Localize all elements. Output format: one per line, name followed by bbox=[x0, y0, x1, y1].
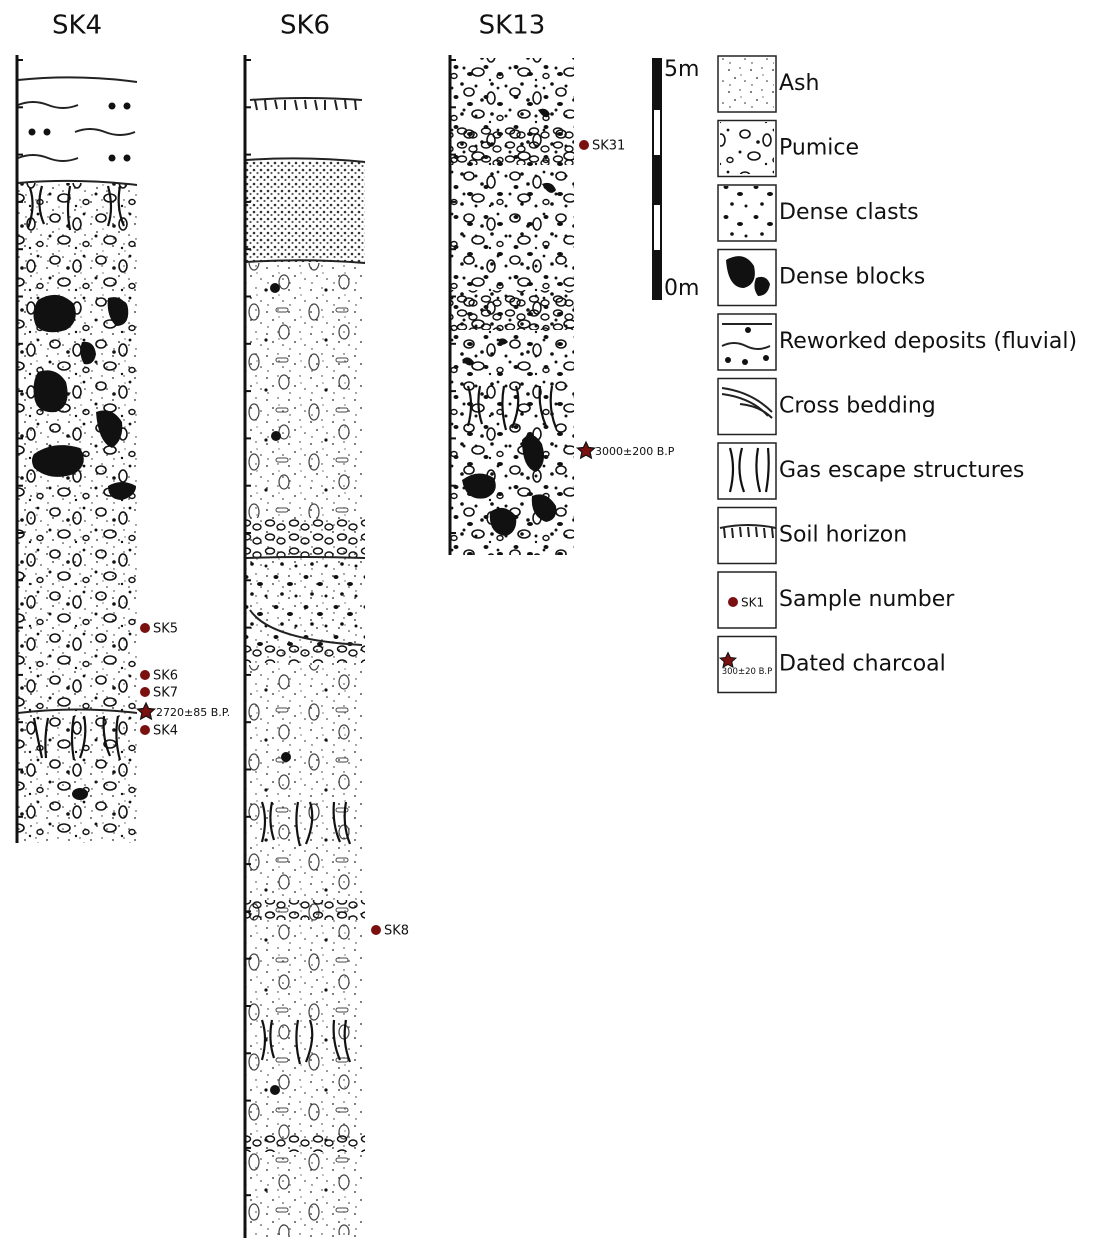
legend-label: Ash bbox=[779, 71, 819, 96]
dense-clast bbox=[271, 431, 281, 441]
legend-label: Soil horizon bbox=[779, 523, 907, 548]
charcoal-star bbox=[577, 442, 594, 458]
column-title: SK13 bbox=[479, 11, 546, 41]
legend-label: Sample number bbox=[779, 587, 955, 612]
legend-label: Dated charcoal bbox=[779, 652, 946, 677]
legend-item: 300±20 B.P Dated charcoal bbox=[718, 637, 946, 693]
dot bbox=[124, 155, 131, 162]
charcoal-star bbox=[137, 703, 154, 719]
legend-label: Dense clasts bbox=[779, 200, 919, 225]
icon-fill bbox=[720, 58, 774, 110]
column-title: SK6 bbox=[280, 11, 330, 41]
legend-item: SK1 Sample number bbox=[718, 572, 955, 628]
legend-item: Ash bbox=[718, 56, 819, 112]
legend-item: Dense blocks bbox=[718, 250, 925, 306]
dot bbox=[29, 129, 36, 136]
legend-item: Cross bedding bbox=[718, 379, 936, 435]
legend-label: Reworked deposits (fluvial) bbox=[779, 329, 1077, 354]
legend-item: Reworked deposits (fluvial) bbox=[718, 314, 1077, 370]
scale-top-label: 5m bbox=[664, 57, 699, 82]
icon-dot bbox=[742, 359, 748, 365]
soil-ticks bbox=[255, 100, 356, 110]
legend-item: Pumice bbox=[718, 121, 859, 177]
icon-dot bbox=[745, 327, 751, 333]
sample-dot bbox=[140, 687, 150, 697]
scale-bar-segment bbox=[654, 110, 660, 155]
legend-item: Soil horizon bbox=[718, 508, 907, 564]
dot bbox=[109, 103, 116, 110]
legend-item: Gas escape structures bbox=[718, 443, 1024, 499]
scale-bar: 5m 0m bbox=[652, 57, 699, 301]
legend-label: Dense blocks bbox=[779, 265, 925, 290]
scale-bar-body bbox=[652, 58, 662, 300]
sample-dot bbox=[579, 140, 589, 150]
pumice-bed bbox=[246, 1134, 365, 1152]
legend-label: Pumice bbox=[779, 136, 859, 161]
dot bbox=[124, 103, 131, 110]
column-title: SK4 bbox=[52, 11, 102, 41]
date-label: 3000±200 B.P bbox=[595, 445, 675, 458]
icon-fill bbox=[720, 186, 774, 238]
pumice-bed bbox=[246, 518, 365, 558]
pumice-bed bbox=[246, 900, 365, 920]
dense-block bbox=[72, 788, 88, 800]
date-label: 2720±85 B.P. bbox=[156, 706, 230, 719]
sample-dot bbox=[140, 623, 150, 633]
icon-dot bbox=[763, 355, 769, 361]
samples: SK5 SK6 SK7 2720±85 B.P. SK4 SK8 SK31 30… bbox=[137, 139, 674, 939]
pumice-bed bbox=[246, 645, 365, 663]
legend-label: Gas escape structures bbox=[779, 458, 1024, 483]
pumice-bed bbox=[451, 125, 574, 165]
dense-clast bbox=[270, 1085, 280, 1095]
soil-horizon bbox=[250, 98, 362, 100]
icon-dot bbox=[725, 357, 731, 363]
pumice-bed bbox=[451, 290, 574, 330]
icon-fill bbox=[720, 122, 774, 174]
legend-item: Dense clasts bbox=[718, 185, 919, 241]
clast-layer bbox=[246, 560, 365, 650]
sample-dot bbox=[371, 925, 381, 935]
pumice-layer bbox=[246, 263, 365, 518]
column-sk6 bbox=[246, 98, 365, 1238]
sample-label: SK5 bbox=[153, 622, 178, 637]
sample-label: SK8 bbox=[384, 924, 409, 939]
dot bbox=[109, 155, 116, 162]
sample-label: SK7 bbox=[153, 686, 178, 701]
scale-bar-segment bbox=[654, 205, 660, 250]
icon-sample-dot bbox=[728, 597, 738, 607]
dense-block bbox=[33, 295, 75, 332]
figure: SK4 SK6 SK13 SK5 bbox=[0, 0, 1120, 1247]
legend-label: Cross bedding bbox=[779, 394, 936, 419]
sample-label: SK4 bbox=[153, 724, 178, 739]
wavy-line bbox=[18, 102, 78, 108]
icon-text: 300±20 B.P bbox=[722, 667, 773, 677]
wavy-line bbox=[75, 129, 135, 135]
sample-label: SK31 bbox=[592, 139, 625, 154]
layer-boundary bbox=[246, 557, 365, 558]
dot bbox=[44, 129, 51, 136]
legend-box bbox=[718, 508, 776, 564]
dense-clast bbox=[281, 752, 291, 762]
dense-ash-layer bbox=[246, 160, 365, 262]
scale-bottom-label: 0m bbox=[664, 276, 699, 301]
column-sk13 bbox=[451, 58, 574, 555]
sample-label: SK6 bbox=[153, 669, 178, 684]
dense-clast bbox=[270, 283, 280, 293]
column-sk4 bbox=[18, 77, 137, 843]
wavy-line bbox=[18, 155, 78, 161]
icon-text: SK1 bbox=[741, 596, 764, 610]
layer-boundary bbox=[18, 77, 137, 82]
ash-layer bbox=[18, 183, 137, 843]
legend: Ash Pumice Dense clasts Dense blocks Reworke… bbox=[718, 56, 1077, 693]
sample-dot bbox=[140, 670, 150, 680]
sample-dot bbox=[140, 725, 150, 735]
